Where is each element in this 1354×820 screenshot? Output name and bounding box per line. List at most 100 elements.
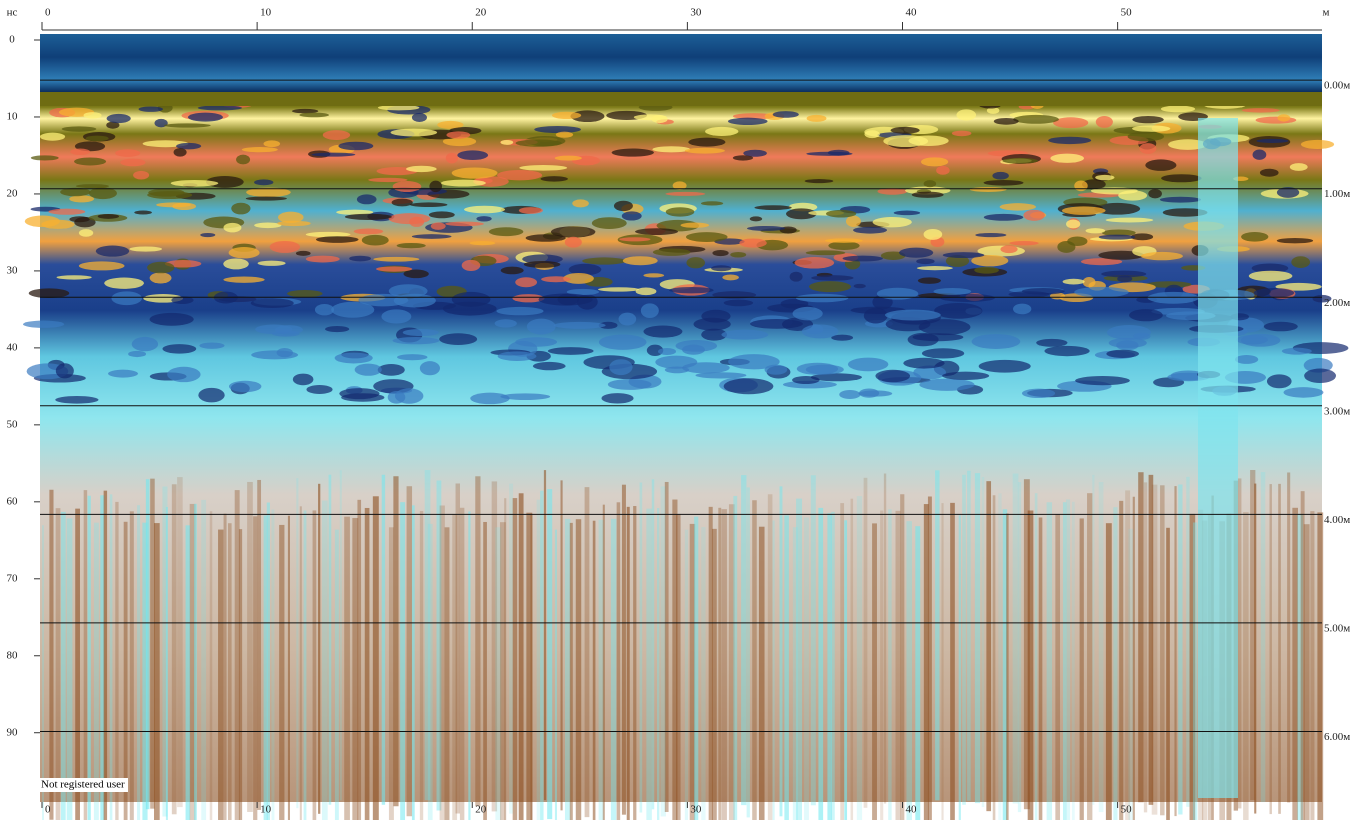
x-tick-label: 30: [690, 7, 702, 19]
reflection-blob: [23, 321, 64, 328]
reflection-blob: [1290, 163, 1308, 171]
trace-streak: [344, 517, 350, 820]
trace-streak: [570, 523, 573, 820]
reflection-blob: [806, 152, 852, 156]
trace-streak: [456, 483, 460, 813]
y2-tick-label: 4.00м: [1324, 514, 1350, 526]
reflection-blob: [96, 246, 129, 257]
reflection-blob: [515, 337, 557, 346]
trace-streak: [1119, 501, 1123, 820]
trace-streak: [844, 520, 847, 820]
trace-streak: [300, 506, 302, 820]
reflection-blob: [381, 309, 411, 323]
reflection-blob: [335, 353, 373, 364]
reflection-blob: [1095, 175, 1114, 180]
reflection-blob: [1009, 241, 1038, 245]
reflection-blob: [622, 211, 642, 220]
reflection-blob: [1141, 252, 1183, 260]
trace-streak: [544, 470, 546, 800]
reflection-blob: [69, 195, 94, 202]
reflection-blob: [299, 113, 329, 118]
reflection-blob: [599, 334, 647, 349]
reflection-blob: [1132, 116, 1163, 123]
trace-streak: [622, 485, 626, 815]
trace-streak: [1018, 482, 1021, 812]
trace-streak: [747, 487, 750, 817]
reflection-blob: [539, 294, 593, 306]
reflection-blob: [223, 258, 249, 269]
reflection-blob: [1256, 139, 1288, 143]
reflection-blob: [496, 307, 543, 315]
surface-band: [40, 92, 1322, 106]
trace-streak: [288, 516, 290, 820]
trace-streak: [322, 501, 328, 820]
trace-streak: [1317, 512, 1323, 820]
reflection-blob: [355, 364, 382, 376]
trace-streak: [228, 523, 232, 820]
reflection-blob: [1036, 339, 1067, 347]
trace-streak: [1055, 514, 1060, 820]
reflection-blob: [899, 248, 933, 258]
reflection-blob: [730, 252, 746, 258]
reflection-blob: [452, 167, 498, 178]
reflection-blob: [848, 358, 888, 372]
trace-streak: [247, 482, 253, 812]
trace-streak: [627, 507, 630, 820]
trace-streak: [1270, 484, 1272, 814]
reflection-blob: [258, 261, 286, 266]
trace-streak: [1138, 472, 1143, 802]
reflection-blob: [1050, 154, 1084, 163]
trace-streak: [329, 475, 332, 805]
reflection-blob: [541, 276, 571, 282]
reflection-blob: [107, 114, 131, 123]
reflection-blob: [397, 354, 428, 360]
reflection-blob: [392, 337, 439, 344]
reflection-blob: [974, 267, 999, 274]
trace-streak: [530, 514, 532, 820]
trace-streak: [201, 500, 206, 820]
reflection-blob: [825, 238, 863, 242]
reflection-blob: [390, 129, 437, 137]
reflection-blob: [1086, 228, 1106, 233]
reflection-blob: [1161, 106, 1195, 113]
reflection-blob: [917, 266, 953, 270]
trace-streak: [1066, 499, 1070, 820]
trace-streak: [382, 475, 385, 805]
trace-streak: [56, 508, 61, 820]
reflection-blob: [56, 363, 74, 378]
reflection-blob: [389, 213, 431, 224]
reflection-blob: [229, 247, 260, 258]
reflection-blob: [952, 131, 972, 137]
reflection-blob: [1074, 287, 1128, 298]
page: {"chart_data": {"type": "radargram", "x_…: [0, 0, 1354, 820]
reflection-blob: [129, 246, 162, 251]
trace-streak: [741, 475, 746, 805]
reflection-blob: [1145, 159, 1176, 171]
reflection-blob: [104, 278, 144, 289]
reflection-blob: [501, 267, 524, 275]
reflection-blob: [443, 302, 497, 316]
reflection-blob: [984, 180, 1024, 186]
x-unit: м: [1323, 7, 1330, 19]
reflection-blob: [652, 115, 668, 123]
reflection-blob: [686, 232, 728, 242]
reflection-blob: [565, 237, 582, 248]
reflection-blob: [147, 262, 174, 273]
trace-streak: [547, 489, 552, 819]
reflection-blob: [198, 105, 242, 110]
reflection-blob: [397, 243, 426, 248]
y-tick-label: 80: [7, 649, 19, 661]
trace-streak: [1080, 518, 1084, 820]
trace-streak: [124, 522, 128, 820]
reflection-blob: [912, 192, 944, 198]
reflection-blob: [728, 118, 768, 125]
trace-streak: [1152, 485, 1158, 815]
reflection-blob: [934, 303, 982, 319]
trace-streak: [1092, 475, 1094, 805]
reflection-blob: [701, 201, 723, 205]
reflection-blob: [134, 210, 152, 214]
trace-streak: [1310, 511, 1314, 820]
watermark: Not registered user: [41, 779, 125, 791]
reflection-blob: [354, 229, 384, 235]
reflection-blob: [658, 348, 676, 355]
